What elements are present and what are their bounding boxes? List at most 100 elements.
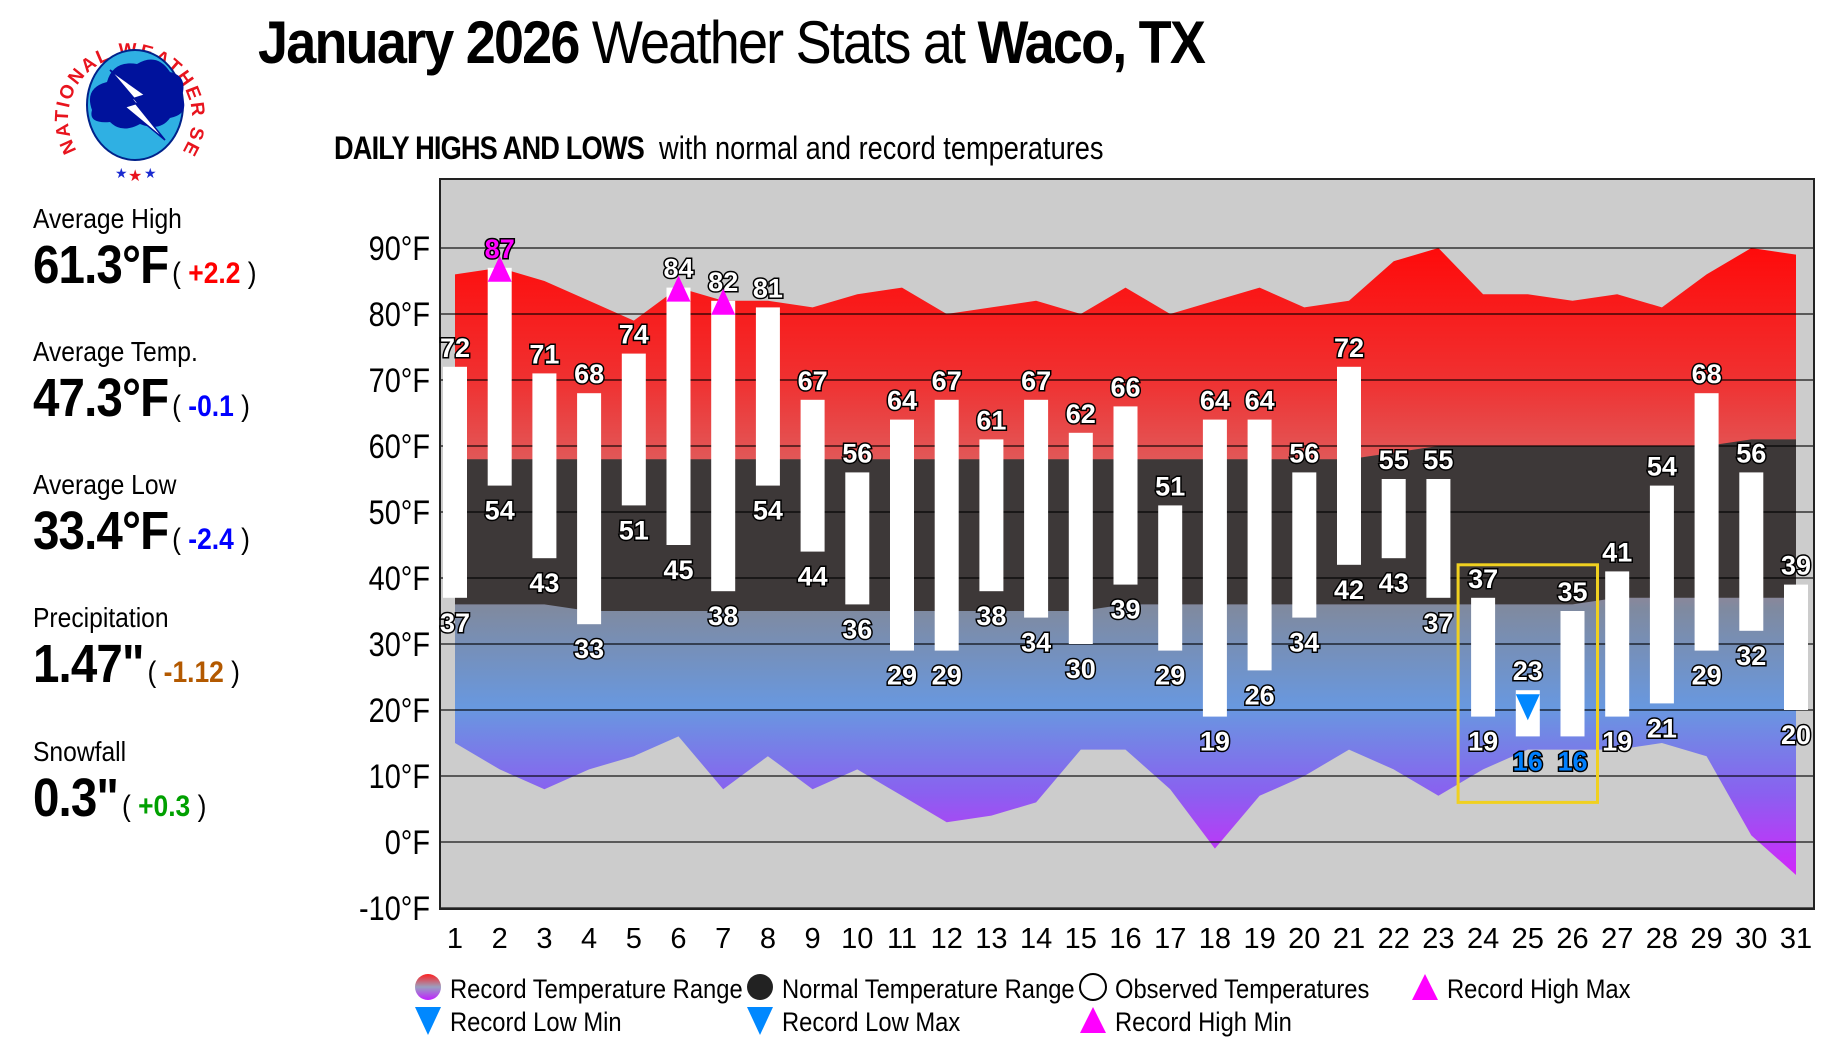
- legend: Record Temperature Range Normal Temperatu…: [415, 973, 1631, 1038]
- legend-triangle-down-icon: [747, 1007, 773, 1035]
- y-tick-label: 10°F: [369, 757, 430, 796]
- low-label: 19: [1602, 727, 1632, 757]
- record-high-min-marker: [666, 275, 691, 302]
- x-tick-label: 9: [805, 923, 821, 955]
- legend-label: Record High Max: [1447, 975, 1631, 1005]
- x-tick-label: 12: [931, 923, 963, 955]
- stat-label: Snowfall: [33, 736, 127, 767]
- x-tick-label: 27: [1601, 923, 1633, 955]
- x-tick-label: 6: [670, 923, 686, 955]
- observed-bar: [1649, 485, 1674, 704]
- low-label: 33: [574, 634, 604, 664]
- observed-bar: [1381, 479, 1406, 559]
- low-label: 54: [753, 496, 783, 526]
- y-tick-label: 90°F: [369, 229, 430, 268]
- stat-label: Average High: [33, 203, 182, 234]
- observed-bar: [1605, 571, 1630, 717]
- legend-label: Observed Temperatures: [1115, 975, 1369, 1005]
- x-tick-label: 25: [1512, 923, 1544, 955]
- stat-label: Average Low: [33, 469, 177, 500]
- stat-value: 1.47": [33, 634, 144, 694]
- stat-value: 47.3°F: [33, 368, 169, 428]
- x-tick-label: 29: [1690, 923, 1722, 955]
- x-tick-label: 17: [1154, 923, 1186, 955]
- legend-symbol-dark-oval-icon: [747, 974, 773, 1000]
- low-label: 43: [1379, 568, 1409, 598]
- x-tick-label: 2: [492, 923, 508, 955]
- observed-bar: [1158, 505, 1183, 651]
- svg-text:★: ★: [128, 168, 142, 185]
- low-label: 16: [1513, 746, 1543, 776]
- observed-bar: [532, 373, 557, 559]
- high-label: 71: [529, 339, 559, 369]
- high-label: 62: [1066, 399, 1096, 429]
- high-label: 51: [1155, 471, 1185, 501]
- observed-bar: [621, 353, 646, 506]
- stat-departure: ( -2.4 ): [172, 523, 250, 556]
- stat-precipitation: Precipitation 1.47" ( -1.12 ): [33, 602, 240, 694]
- high-label: 67: [798, 366, 828, 396]
- observed-bar: [1068, 432, 1093, 644]
- stat-departure: ( +2.2 ): [172, 257, 257, 290]
- stat-departure: ( +0.3 ): [121, 790, 207, 823]
- low-label: 30: [1066, 654, 1096, 684]
- legend-triangle-up-icon: [1080, 1007, 1106, 1033]
- observed-bar: [1292, 472, 1317, 618]
- stat-value: 61.3°F: [33, 235, 169, 295]
- legend-symbol-gradient-oval-icon: [415, 974, 441, 1000]
- low-label: 19: [1468, 727, 1498, 757]
- stat-departure: ( -1.12 ): [147, 656, 240, 689]
- high-label: 56: [842, 438, 872, 468]
- low-label: 44: [798, 562, 828, 592]
- low-label: 43: [529, 568, 559, 598]
- x-tick-label: 24: [1467, 923, 1499, 955]
- high-label: 56: [1289, 438, 1319, 468]
- low-label: 34: [1021, 628, 1051, 658]
- svg-text:★: ★: [144, 165, 157, 181]
- x-tick-label: 19: [1243, 923, 1275, 955]
- y-tick-label: 40°F: [369, 559, 430, 598]
- x-tick-label: 14: [1020, 923, 1052, 955]
- high-label: 61: [976, 405, 1006, 435]
- observed-bar: [666, 287, 691, 545]
- observed-bar: [890, 419, 914, 651]
- observed-bar: [487, 267, 512, 486]
- legend-triangle-up-icon: [1412, 974, 1438, 1000]
- page-title: January 2026 Weather Stats at Waco, TX: [258, 9, 1206, 76]
- stat-average-high: Average High 61.3°F ( +2.2 ): [33, 203, 257, 295]
- x-tick-label: 21: [1333, 923, 1365, 955]
- y-tick-label: 80°F: [369, 295, 430, 334]
- low-label: 38: [708, 601, 738, 631]
- high-label: 64: [1245, 386, 1275, 416]
- observed-bar: [755, 307, 780, 486]
- stat-value: 33.4°F: [33, 501, 169, 561]
- record-high-max-marker: [487, 255, 512, 282]
- high-label: 67: [1021, 366, 1051, 396]
- high-label: 55: [1423, 445, 1453, 475]
- high-label: 23: [1513, 656, 1543, 686]
- low-label: 37: [1423, 608, 1453, 638]
- low-label: 37: [440, 608, 470, 638]
- low-label: 32: [1736, 641, 1766, 671]
- high-label: 64: [887, 386, 917, 416]
- high-label: 41: [1602, 537, 1632, 567]
- observed-bar: [934, 399, 959, 651]
- legend-label: Record High Min: [1115, 1008, 1292, 1038]
- high-label: 64: [1200, 386, 1230, 416]
- x-tick-label: 4: [581, 923, 597, 955]
- legend-label: Record Low Max: [782, 1008, 960, 1038]
- low-label: 21: [1647, 713, 1677, 743]
- x-tick-label: 20: [1288, 923, 1320, 955]
- low-label: 54: [485, 496, 515, 526]
- record-low-max-marker: [1515, 694, 1540, 721]
- record-high-min-marker: [711, 288, 736, 315]
- stat-value: 0.3": [33, 768, 119, 828]
- high-label: 35: [1557, 577, 1587, 607]
- high-label: 72: [440, 333, 470, 363]
- high-label: 37: [1468, 564, 1498, 594]
- highlight-box: [1456, 563, 1599, 804]
- observed-bar: [1247, 419, 1272, 671]
- high-label: 68: [574, 359, 604, 389]
- stat-departure: ( -0.1 ): [172, 390, 250, 423]
